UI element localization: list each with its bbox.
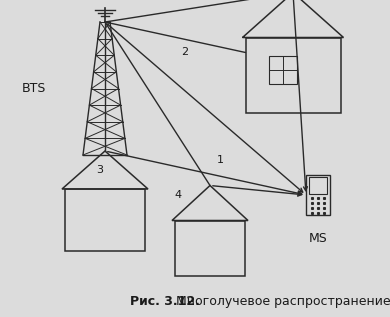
Text: Многолучевое распространение радиоволн: Многолучевое распространение радиоволн	[172, 295, 390, 308]
Text: 2: 2	[181, 47, 188, 57]
Text: MS: MS	[308, 232, 327, 245]
Text: Рис. 3.12.: Рис. 3.12.	[130, 295, 200, 308]
Text: 1: 1	[216, 155, 223, 165]
Text: 3: 3	[96, 165, 103, 175]
Text: 4: 4	[174, 190, 182, 200]
Text: BTS: BTS	[22, 81, 46, 94]
